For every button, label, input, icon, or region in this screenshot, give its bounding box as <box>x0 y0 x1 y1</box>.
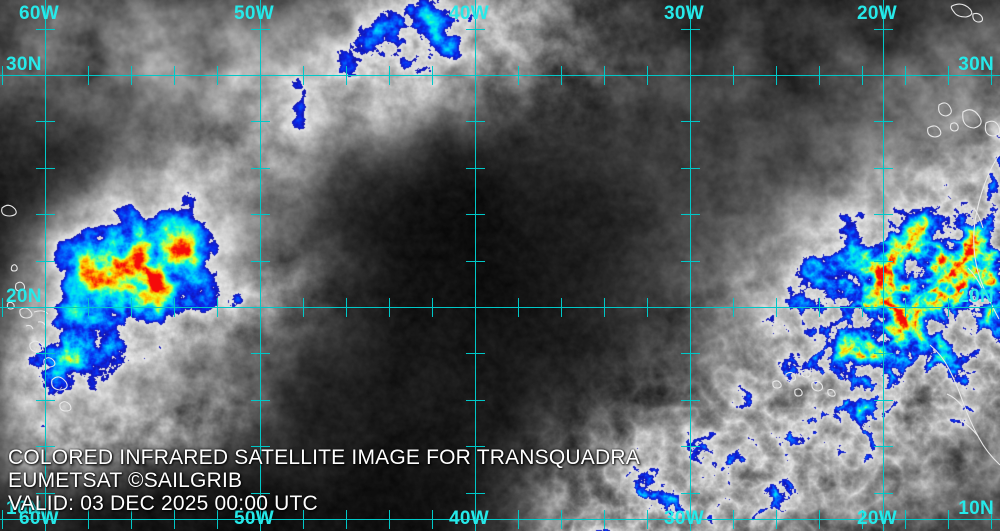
infrared-satellite-imagery <box>0 0 1000 531</box>
satellite-image-viewer: 60W 60W 50W 50W 40W 40W 30W 30W 20W 20W 30N 30N 20N 2… <box>0 0 1000 531</box>
